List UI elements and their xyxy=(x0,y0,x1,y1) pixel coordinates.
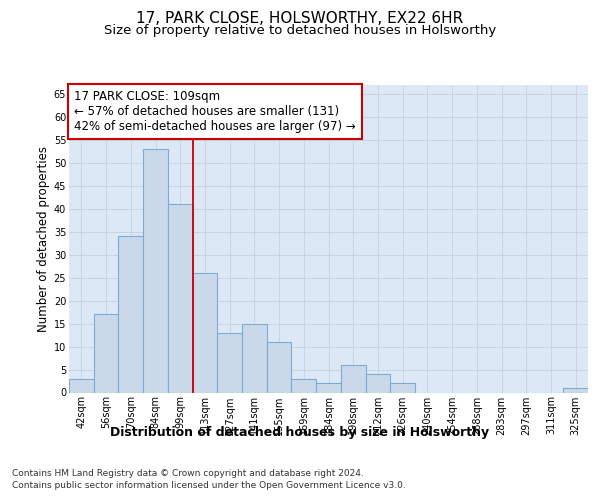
Bar xyxy=(292,378,316,392)
Bar xyxy=(94,314,118,392)
Bar xyxy=(563,388,588,392)
Bar xyxy=(267,342,292,392)
Bar xyxy=(143,150,168,392)
Text: 17 PARK CLOSE: 109sqm
← 57% of detached houses are smaller (131)
42% of semi-det: 17 PARK CLOSE: 109sqm ← 57% of detached … xyxy=(74,90,356,132)
Text: 17, PARK CLOSE, HOLSWORTHY, EX22 6HR: 17, PARK CLOSE, HOLSWORTHY, EX22 6HR xyxy=(136,11,464,26)
Bar xyxy=(217,333,242,392)
Bar xyxy=(365,374,390,392)
Y-axis label: Number of detached properties: Number of detached properties xyxy=(37,146,50,332)
Bar xyxy=(168,204,193,392)
Bar xyxy=(242,324,267,392)
Text: Size of property relative to detached houses in Holsworthy: Size of property relative to detached ho… xyxy=(104,24,496,37)
Bar xyxy=(69,378,94,392)
Text: Contains public sector information licensed under the Open Government Licence v3: Contains public sector information licen… xyxy=(12,480,406,490)
Text: Contains HM Land Registry data © Crown copyright and database right 2024.: Contains HM Land Registry data © Crown c… xyxy=(12,470,364,478)
Text: Distribution of detached houses by size in Holsworthy: Distribution of detached houses by size … xyxy=(110,426,490,439)
Bar xyxy=(316,384,341,392)
Bar xyxy=(193,273,217,392)
Bar xyxy=(341,365,365,392)
Bar xyxy=(118,236,143,392)
Bar xyxy=(390,384,415,392)
